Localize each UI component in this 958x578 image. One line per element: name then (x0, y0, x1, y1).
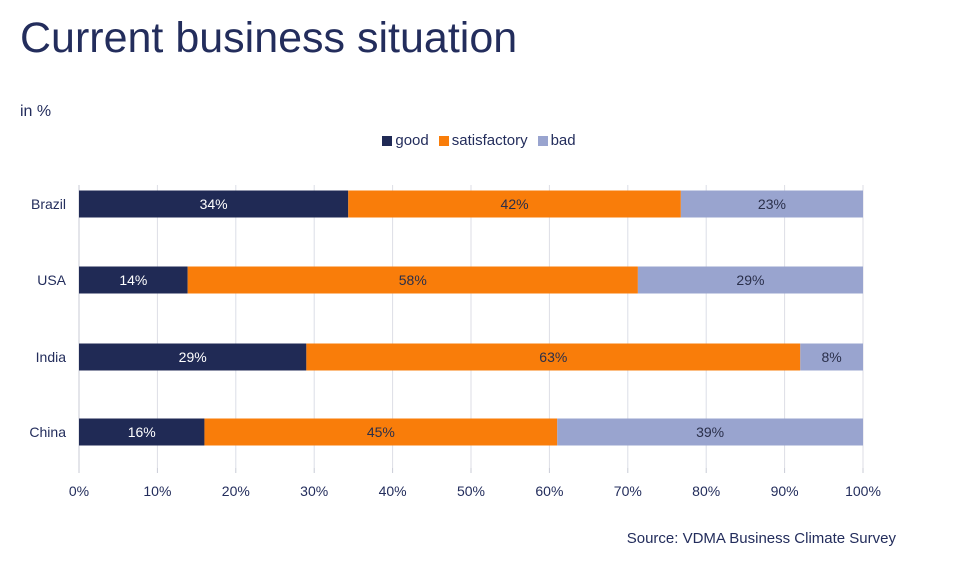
category-label: China (29, 424, 66, 440)
legend-item-satisfactory: satisfactory (438, 132, 528, 149)
legend-item-good: good (382, 132, 429, 149)
data-label-satisfactory: 63% (539, 349, 567, 365)
legend-label: satisfactory (451, 132, 528, 149)
bar-satisfactory (306, 343, 801, 371)
data-label-good: 29% (179, 349, 207, 365)
category-label: Brazil (31, 196, 66, 212)
x-tick-label: 70% (614, 483, 642, 499)
unit-label: in % (20, 103, 52, 120)
legend-swatch (537, 135, 548, 146)
data-label-satisfactory: 58% (399, 272, 427, 288)
data-label-satisfactory: 45% (367, 424, 395, 440)
data-label-satisfactory: 42% (501, 196, 529, 212)
category-label: India (36, 349, 67, 365)
bar-good (79, 418, 205, 446)
data-label-good: 14% (119, 272, 147, 288)
x-tick-label: 10% (143, 483, 171, 499)
data-label-bad: 29% (736, 272, 764, 288)
data-label-bad: 39% (696, 424, 724, 440)
x-tick-label: 50% (457, 483, 485, 499)
data-label-bad: 23% (758, 196, 786, 212)
x-tick-label: 0% (69, 483, 89, 499)
data-label-bad: 8% (822, 349, 842, 365)
bar-satisfactory (204, 418, 558, 446)
legend-label: good (395, 132, 429, 149)
legend-swatch (382, 135, 393, 146)
x-tick-label: 90% (771, 483, 799, 499)
bar-bad (557, 418, 863, 446)
bar-good (79, 190, 349, 218)
x-tick-label: 80% (692, 483, 720, 499)
bar-satisfactory (187, 266, 638, 294)
data-label-good: 34% (200, 196, 228, 212)
legend-label: bad (550, 132, 576, 149)
bar-bad (637, 266, 863, 294)
legend-swatch (438, 135, 449, 146)
legend-item-bad: bad (537, 132, 576, 149)
chart-title: Current business situation (20, 14, 518, 62)
x-tick-label: 40% (379, 483, 407, 499)
x-tick-label: 100% (845, 483, 881, 499)
x-tick-label: 20% (222, 483, 250, 499)
source-note: Source: VDMA Business Climate Survey (626, 530, 896, 547)
x-tick-label: 60% (535, 483, 563, 499)
bar-bad (800, 343, 863, 371)
bar-bad (680, 190, 863, 218)
x-tick-label: 30% (300, 483, 328, 499)
bar-good (79, 266, 188, 294)
legend: good satisfactory bad (0, 132, 958, 150)
bar-good (79, 343, 307, 371)
category-label: USA (37, 272, 66, 288)
bar-satisfactory (348, 190, 681, 218)
data-label-good: 16% (128, 424, 156, 440)
